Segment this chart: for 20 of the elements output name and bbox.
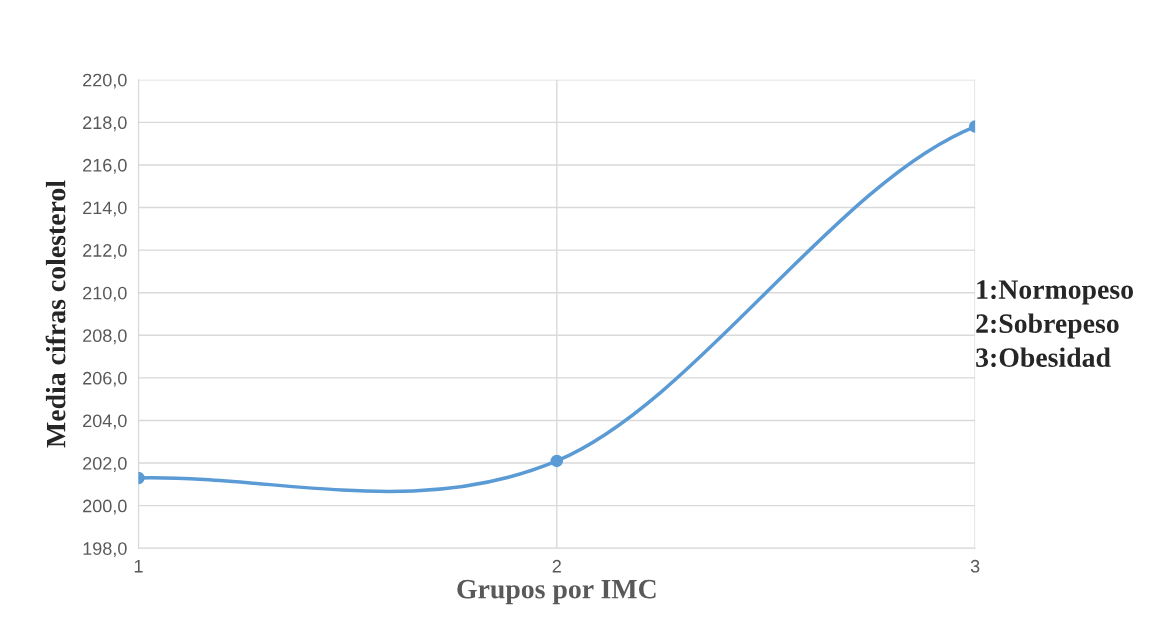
y-axis-title: Media cifras colesterol (45, 180, 66, 448)
y-tick-label: 204,0 (83, 414, 127, 430)
text: 1:Normopeso (977, 280, 1133, 305)
y-tick-label: 214,0 (83, 201, 127, 217)
y-tick-label: 198,0 (83, 542, 127, 558)
y-tick-label: 208,0 (83, 329, 127, 345)
y-tick-label: 200,0 (83, 499, 127, 515)
y-tick-label: 206,0 (83, 371, 127, 387)
text: 3:Obesidad (976, 347, 1111, 368)
x-axis-title: Grupos por IMC (457, 579, 656, 605)
y-tick-label: 202,0 (83, 457, 127, 472)
y-tick-label: 212,0 (83, 244, 127, 259)
x-tick-label: 3 (970, 559, 980, 573)
y-tick-label: 210,0 (83, 286, 127, 302)
y-tick-label: 216,0 (83, 158, 127, 174)
text: 2:Sobrepeso (976, 313, 1119, 339)
y-tick-label: 220,0 (83, 73, 127, 89)
y-tick-label: 218,0 (83, 116, 127, 132)
x-tick-label: 2 (552, 559, 561, 573)
x-tick-label: 1 (134, 560, 143, 573)
